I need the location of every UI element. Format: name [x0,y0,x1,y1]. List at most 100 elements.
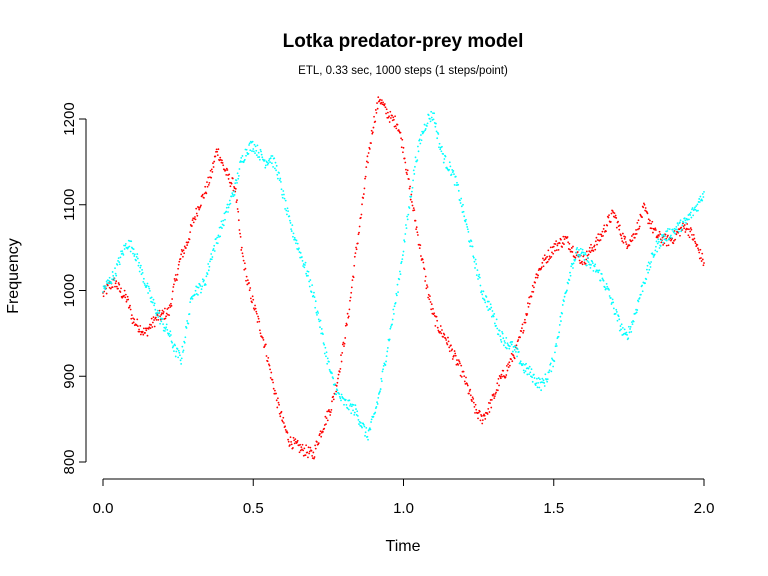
data-point [697,249,700,251]
data-point [524,370,527,372]
data-point [560,238,562,241]
data-point [524,321,527,324]
data-point [435,122,437,125]
data-point [493,322,496,325]
data-point [207,269,210,272]
data-point [474,258,477,261]
data-point [691,208,693,211]
data-point [525,362,527,365]
data-point [703,190,705,193]
data-point [296,242,299,245]
data-point [483,413,485,416]
data-point [529,371,532,374]
data-point [171,341,174,344]
data-point [527,302,529,305]
data-point [683,227,686,230]
data-point [519,336,521,339]
data-point [266,163,269,166]
data-point [209,260,211,263]
data-point [616,319,619,322]
data-point [275,392,277,395]
data-point [316,313,318,316]
data-point [162,311,165,313]
data-point [522,369,525,372]
data-point [694,242,697,245]
data-point [267,159,270,162]
data-point [174,279,177,282]
data-point [552,245,555,248]
data-point [155,318,158,321]
data-point [559,315,562,318]
data-point [314,300,317,303]
data-point [513,357,516,360]
data-point [474,411,476,414]
data-point [216,154,219,156]
data-point [242,161,245,164]
data-point [112,274,115,277]
data-point [326,419,329,422]
data-point [554,249,556,252]
data-point [115,285,118,288]
data-point [589,266,592,269]
data-point [689,211,692,214]
data-point [314,444,317,447]
data-point [460,364,463,367]
data-point [548,255,551,258]
data-point [452,169,455,172]
data-point [367,152,370,154]
data-point [346,312,349,315]
data-point [168,335,171,338]
data-point [408,207,411,209]
data-point [483,299,486,301]
data-point [348,308,351,311]
data-point [347,408,350,411]
data-point [502,344,505,347]
data-point [664,233,667,236]
data-point [528,302,531,305]
data-point [346,407,349,410]
data-point [658,247,661,249]
data-point [636,222,639,224]
data-point [341,343,344,346]
data-point [286,213,288,216]
data-point [398,278,401,281]
data-point [416,231,419,234]
data-point [271,378,274,381]
data-point [655,229,657,231]
data-point [252,307,255,310]
data-point [537,381,540,384]
data-point [620,323,623,326]
data-point [496,382,499,385]
data-point [182,255,184,258]
data-point [540,266,543,269]
data-point [284,425,286,428]
data-point [510,358,512,361]
data-point [486,305,488,308]
data-point [472,398,475,400]
data-point [216,242,219,245]
data-point [212,166,215,168]
data-point [667,234,669,237]
data-point [108,279,110,282]
data-point [454,352,457,355]
data-point [460,376,463,378]
data-point [329,414,332,416]
data-point [417,234,419,236]
data-point [701,193,704,195]
data-point [608,214,610,217]
data-point [275,169,277,172]
data-point [475,263,478,265]
data-point [122,254,125,256]
data-point [353,411,356,414]
data-point [528,373,531,376]
data-point [666,235,669,238]
data-point [403,157,406,160]
data-point [349,404,351,407]
data-point [136,253,139,255]
data-point [486,413,489,415]
data-point [200,291,202,294]
data-point [506,342,509,345]
data-point [575,248,578,251]
data-point [359,421,362,424]
data-point [650,261,653,263]
